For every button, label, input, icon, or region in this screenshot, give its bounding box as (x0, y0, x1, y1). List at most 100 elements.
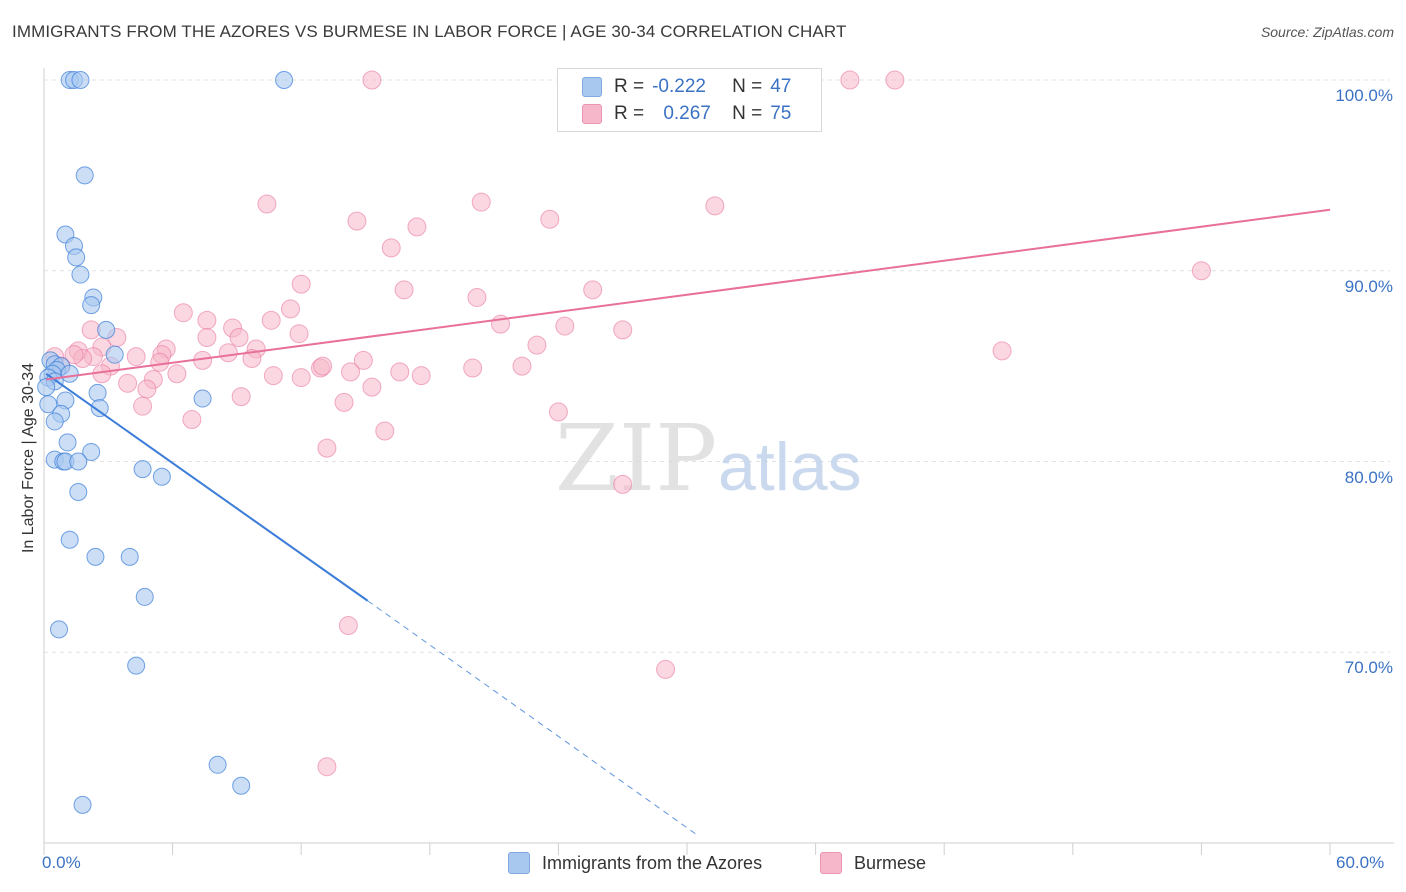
point-azores (73, 795, 92, 814)
legend-item-burmese[interactable]: Burmese (820, 852, 926, 874)
point-burmese (137, 379, 157, 399)
watermark: ZIP atlas (555, 405, 862, 512)
point-azores (75, 166, 94, 185)
legend-swatch-burmese (582, 104, 602, 124)
point-azores (152, 467, 171, 486)
point-azores (60, 530, 79, 549)
point-azores (135, 587, 154, 606)
legend-swatch-azores (582, 77, 602, 97)
trendline-azores (45, 372, 369, 602)
point-burmese (317, 438, 337, 458)
point-azores (58, 433, 77, 452)
point-burmese (992, 341, 1012, 361)
y-axis-title: In Labor Force | Age 30-34 (20, 362, 37, 554)
point-burmese (471, 192, 491, 212)
legend-item-azores[interactable]: Immigrants from the Azores (508, 852, 762, 874)
point-burmese (381, 238, 401, 258)
point-burmese (167, 364, 187, 384)
point-burmese (197, 328, 217, 348)
point-azores (37, 378, 56, 397)
legend-r-label: R = (614, 76, 645, 97)
point-burmese (242, 348, 262, 368)
point-burmese (289, 324, 309, 344)
point-burmese (118, 373, 138, 393)
gridlines (44, 79, 1390, 653)
point-azores (60, 364, 79, 383)
point-burmese (705, 196, 725, 216)
point-burmese (407, 217, 427, 237)
point-burmese (411, 366, 431, 386)
series-azores (37, 71, 294, 814)
point-burmese (362, 70, 382, 90)
series-burmese (45, 70, 1211, 777)
point-azores (208, 755, 227, 774)
legend-label-azores: Immigrants from the Azores (542, 852, 763, 873)
point-burmese (467, 287, 487, 307)
x-tick-label-max: 60.0% (1336, 853, 1385, 872)
series-legend: Immigrants from the Azores Burmese (0, 852, 1406, 876)
point-burmese (555, 316, 575, 336)
point-azores (82, 442, 101, 461)
point-burmese (347, 211, 367, 231)
point-burmese (375, 421, 395, 441)
point-burmese (257, 194, 277, 214)
point-azores (120, 547, 139, 566)
correlation-legend: R = -0.222 N = 47 R = 0.267 N = 75 (557, 68, 822, 132)
point-burmese (885, 70, 905, 90)
source-label: Source: ZipAtlas.com (1260, 24, 1394, 40)
point-burmese (291, 274, 311, 294)
point-burmese (313, 356, 333, 376)
legend-n-value: 47 (770, 76, 792, 97)
point-azores (82, 296, 101, 315)
point-burmese (463, 358, 483, 378)
point-burmese (390, 362, 410, 382)
point-burmese (126, 347, 146, 367)
point-azores (105, 345, 124, 364)
point-burmese (527, 335, 547, 355)
point-azores (133, 460, 152, 479)
point-azores (232, 776, 251, 795)
point-burmese (540, 209, 560, 229)
point-azores (88, 383, 107, 402)
point-azores (90, 399, 109, 418)
trendline-azores-extension (367, 600, 699, 836)
point-burmese (218, 343, 238, 363)
point-azores (50, 620, 69, 639)
point-burmese (64, 345, 84, 365)
legend-swatch-burmese (820, 852, 842, 874)
point-burmese (656, 659, 676, 679)
point-burmese (150, 352, 170, 372)
point-azores (45, 412, 64, 431)
legend-n-value: 75 (770, 103, 792, 124)
legend-swatch-azores (508, 852, 530, 874)
point-burmese (362, 377, 382, 397)
legend-r-value: 0.267 (663, 103, 711, 124)
point-azores (193, 389, 212, 408)
point-burmese (263, 366, 283, 386)
y-tick-label: 80.0% (1344, 467, 1393, 487)
chart-title: IMMIGRANTS FROM THE AZORES VS BURMESE IN… (12, 22, 847, 41)
point-burmese (613, 320, 633, 340)
point-burmese (394, 280, 414, 300)
point-burmese (512, 356, 532, 376)
point-burmese (231, 387, 251, 407)
point-azores (127, 656, 146, 675)
point-burmese (133, 396, 153, 416)
point-burmese (353, 350, 373, 370)
point-azores (69, 452, 88, 471)
point-burmese (197, 310, 217, 330)
y-tick-label: 70.0% (1344, 658, 1393, 678)
axes (43, 68, 1394, 855)
point-burmese (340, 362, 360, 382)
legend-label-burmese: Burmese (854, 852, 927, 873)
point-burmese (291, 368, 311, 388)
watermark-zip: ZIP (555, 405, 717, 512)
point-azores (97, 320, 116, 339)
point-azores (86, 547, 105, 566)
point-burmese (1191, 261, 1211, 281)
trendline-burmese (46, 208, 1331, 381)
point-burmese (229, 328, 249, 348)
point-azores (71, 71, 90, 89)
point-burmese (173, 303, 193, 323)
trend-lines (45, 208, 1331, 836)
